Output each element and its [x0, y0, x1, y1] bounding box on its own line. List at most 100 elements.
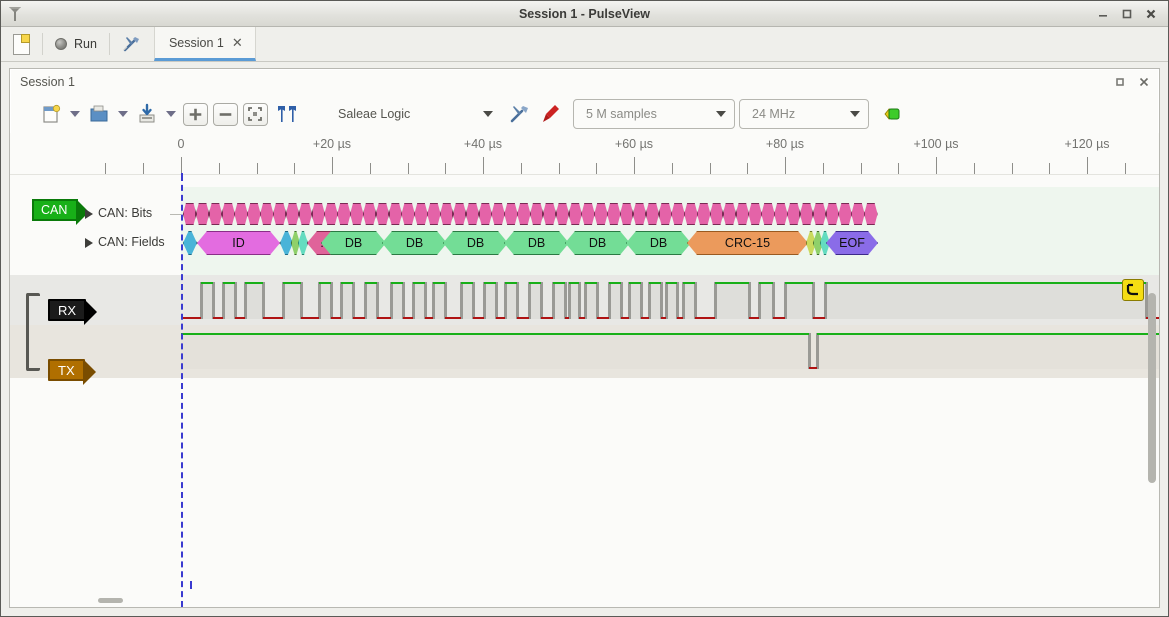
probe-icon: [543, 105, 559, 122]
tab-label: Session 1: [168, 35, 224, 50]
ruler-tick-minor: [408, 163, 409, 174]
zoom-in-button[interactable]: [180, 99, 210, 129]
new-file-button[interactable]: [36, 99, 66, 129]
can-field-label: ID: [232, 236, 245, 250]
show-cursors-button[interactable]: [270, 99, 304, 129]
ruler-tick-minor: [257, 163, 258, 174]
save-file-dropdown[interactable]: [162, 99, 180, 129]
waveform-high-segment: [553, 282, 565, 284]
maximize-icon[interactable]: [1120, 7, 1134, 21]
window-title: Session 1 - PulseView: [518, 6, 651, 21]
waveform-edge: [608, 282, 611, 319]
waveform-high-segment: [529, 282, 541, 284]
new-file-dropdown[interactable]: [66, 99, 84, 129]
waveform-edge: [516, 282, 519, 319]
waveform-edge: [758, 282, 761, 319]
waveform-high-segment: [283, 282, 301, 284]
horizontal-scrollbar[interactable]: [98, 598, 123, 603]
zoom-in-icon: [189, 108, 201, 120]
device-config-button[interactable]: [505, 99, 535, 129]
waveform-high-segment: [759, 282, 773, 284]
can-field-db[interactable]: DB: [382, 231, 447, 255]
waveform-edge: [816, 333, 819, 369]
waveform-edge: [812, 282, 815, 319]
waveform-high-fill: [181, 335, 809, 369]
open-file-dropdown[interactable]: [114, 99, 132, 129]
can-field-db[interactable]: DB: [443, 231, 508, 255]
sample-rate-value: 24 MHz: [752, 107, 796, 121]
waveform-edge: [340, 282, 343, 319]
subwindow-restore-icon[interactable]: [1113, 75, 1127, 89]
waveform-edge: [596, 282, 599, 319]
waveform-edge: [694, 282, 697, 319]
waveform-high-fill: [341, 284, 353, 319]
waveform-low-segment: [445, 317, 461, 319]
can-field-label: DB: [649, 236, 668, 250]
probe-button[interactable]: [535, 99, 565, 129]
channel-badge-tx[interactable]: TX: [48, 359, 96, 385]
zoom-fit-button[interactable]: [240, 99, 270, 129]
device-selector-value: Saleae Logic: [338, 107, 411, 121]
run-stop-button[interactable]: [879, 99, 909, 129]
waveform-high-fill: [319, 284, 331, 319]
waveform-low-segment: [213, 317, 223, 319]
waveform-high-fill: [413, 284, 425, 319]
tab-session-1[interactable]: Session 1 ✕: [153, 27, 256, 61]
save-file-button[interactable]: [132, 99, 162, 129]
new-session-button[interactable]: [1, 27, 42, 61]
window-titlebar: Session 1 - PulseView: [1, 1, 1168, 27]
waveform-edge: [318, 282, 321, 319]
waveform-low-segment: [621, 317, 629, 319]
can-field-db[interactable]: DB: [504, 231, 569, 255]
can-field-block[interactable]: [183, 231, 197, 255]
device-selector[interactable]: Saleae Logic: [326, 99, 501, 129]
close-icon[interactable]: [1144, 7, 1158, 21]
waveform-edge: [578, 282, 581, 319]
sample-rate-selector[interactable]: 24 MHz: [739, 99, 869, 129]
can-field-label: DB: [527, 236, 546, 250]
waveform-edge: [676, 282, 679, 319]
time-ruler[interactable]: 0 +20 µs +40 µs +60 µs +80 µs +100 µs +120 µs: [10, 133, 1159, 175]
run-button[interactable]: Run: [43, 27, 109, 61]
cursor-bottom-marker: [190, 581, 192, 589]
waveform-high-fill: [433, 284, 445, 319]
can-field-crc-15[interactable]: CRC-15: [687, 231, 808, 255]
falling-edge-trigger-icon[interactable]: [1122, 279, 1144, 301]
waveform-edge: [495, 282, 498, 319]
ruler-tick-minor: [370, 163, 371, 174]
waveform-low-segment: [809, 367, 817, 369]
can-field-eof[interactable]: EOF: [826, 231, 878, 255]
settings-button[interactable]: [110, 27, 154, 61]
zoom-out-button[interactable]: [210, 99, 240, 129]
waveform-high-fill: [553, 284, 565, 319]
can-bit-cell[interactable]: [864, 203, 878, 225]
waveform-edge: [665, 282, 668, 319]
minimize-icon[interactable]: [1096, 7, 1110, 21]
waveform-high-fill: [683, 284, 695, 319]
chevron-down-icon: [483, 111, 493, 117]
sample-count-selector[interactable]: 5 M samples: [573, 99, 735, 129]
waveform-high-segment: [484, 282, 496, 284]
open-file-button[interactable]: [84, 99, 114, 129]
channel-badge-rx[interactable]: RX: [48, 299, 98, 325]
waveform-edge: [460, 282, 463, 319]
time-cursor-line[interactable]: [181, 175, 183, 607]
can-field-id[interactable]: ID: [197, 231, 280, 255]
waveform-low-segment: [263, 317, 283, 319]
waveform-edge: [1145, 282, 1148, 319]
can-field-db[interactable]: DB: [565, 231, 630, 255]
waveform-high-fill: [484, 284, 496, 319]
can-field-label: DB: [405, 236, 424, 250]
decoder-badge-can[interactable]: CAN: [32, 199, 90, 225]
waveform-edge: [682, 282, 685, 319]
vertical-scrollbar[interactable]: [1148, 293, 1156, 483]
ruler-label: +60 µs: [614, 137, 654, 151]
tab-close-icon[interactable]: ✕: [231, 35, 243, 50]
expand-arrow-icon[interactable]: [85, 238, 93, 248]
can-field-db[interactable]: DB: [626, 231, 691, 255]
waveform-low-segment: [597, 317, 609, 319]
can-field-db[interactable]: DB: [321, 231, 386, 255]
expand-arrow-icon[interactable]: [85, 209, 93, 219]
subwindow-close-icon[interactable]: [1137, 75, 1151, 89]
